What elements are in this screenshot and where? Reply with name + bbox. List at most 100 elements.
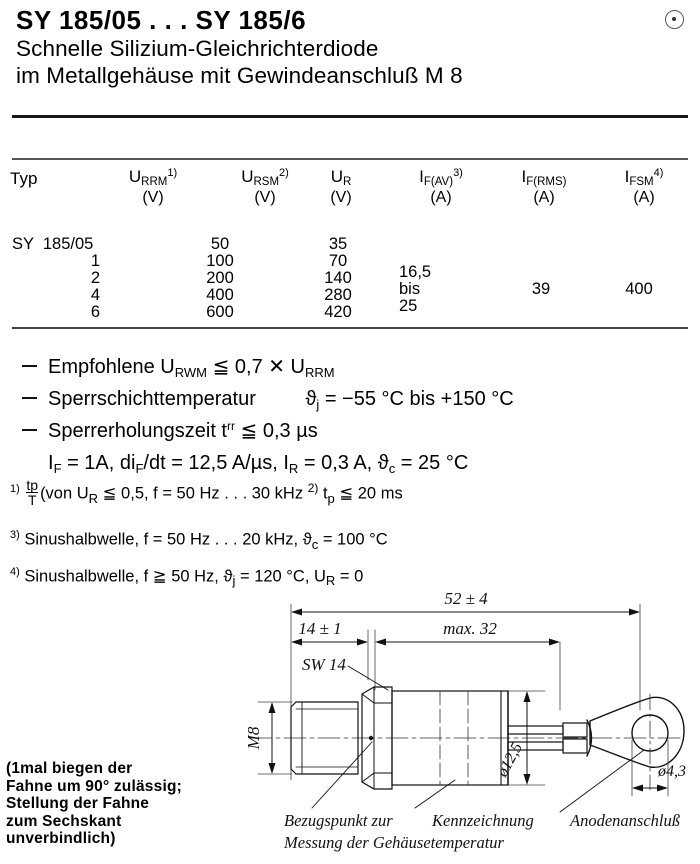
header-subscript: F(AV) (423, 176, 454, 188)
dimension-line-total (291, 608, 640, 616)
footnote-4: 4) Sinushalbwelle, f ≧ 50 Hz, ϑj = 120 °… (10, 565, 364, 589)
header-symbol: I (624, 167, 630, 186)
dimension-line-body (375, 638, 560, 646)
bullet-row-test-conditions: IF = 1A, diF/dt = 12,5 A/µs, IR = 0,3 A,… (48, 452, 469, 476)
page-title: SY 185/05 . . . SY 185/6 (16, 5, 307, 35)
label-hole-diameter: ø4,3 (657, 763, 686, 780)
table-cell: 100 (206, 252, 234, 270)
rule-above-table (12, 115, 688, 118)
table-header-urrm: URRM1) (V) (110, 167, 196, 207)
footnotes-block: 1) tp T (von UR ≦ 0,5, f = 50 Hz . . . 3… (10, 477, 680, 599)
bullet-value: ϑj = −55 °C bis +150 °C (305, 388, 514, 412)
mechanical-drawing: 52 ± 4 14 ± 1 max. 32 SW 14 (0, 590, 700, 864)
bending-note: (1mal biegen der Fahne um 90° zulässig; … (6, 760, 182, 847)
table-cell: 50 (210, 235, 230, 253)
table-cell: 280 (324, 286, 352, 304)
table-row: 4 (90, 286, 100, 304)
caption-reference-point-line2: Messung der Gehäusetemperatur (283, 833, 505, 852)
table-cell: 400 (206, 286, 234, 304)
footnote-3: 3) Sinushalbwelle, f = 50 Hz . . . 20 kH… (10, 529, 388, 552)
table-cell-ifsm: 400 (625, 280, 653, 298)
header-symbol: I (419, 167, 424, 186)
bullet-row-reverse-recovery-time: Sperrerholungszeit trr ≦ 0,3 µs (22, 416, 682, 448)
leader-line-marking (414, 779, 456, 809)
leader-line-reference-point (311, 741, 373, 809)
table-row: SY 185/05 (12, 235, 94, 253)
table-cell: bis (399, 280, 421, 298)
header-symbol: U (330, 167, 343, 186)
header-unit: (V) (254, 188, 276, 206)
dash-icon (22, 397, 37, 399)
caption-marking: Kennzeichnung (431, 811, 534, 830)
header-subscript: R (342, 176, 352, 188)
bullet-text: Empfohlene URWM ≦ 0,7 ✕ URRM (48, 356, 335, 380)
fraction-tp-over-T: tp T (26, 477, 39, 509)
header-unit: (V) (330, 188, 352, 206)
dimension-line-hole-dia (632, 784, 668, 792)
header-symbol: U (128, 167, 142, 186)
table-column-ifav-values: 16,5 bis 25 (399, 264, 431, 315)
dimension-line-body-dia (523, 691, 531, 785)
subtitle-line-1: Schnelle Silizium-Gleichrichterdiode (16, 36, 379, 62)
footnote-marker: 4) (10, 565, 20, 578)
dash-icon (22, 365, 37, 367)
header-subscript: RRM (141, 176, 168, 188)
table-header-ursm: URSM2) (V) (222, 167, 308, 207)
table-cell: 200 (206, 269, 234, 287)
dash-icon (22, 429, 37, 431)
leader-line-hex (347, 665, 389, 691)
table-cell-ifrms: 39 (531, 280, 551, 298)
thread-stud (290, 701, 359, 775)
header-subscript: FSM (629, 176, 654, 188)
table-header-ur: UR (V) (316, 168, 366, 207)
footnote-marker: 3) (10, 529, 20, 542)
subtitle-line-2: im Metallgehäuse mit Gewindeanschluß M 8 (16, 63, 463, 89)
bullet-row-recommended-voltage: Empfohlene URWM ≦ 0,7 ✕ URRM (22, 352, 682, 384)
table-cell: 16,5 (399, 263, 432, 281)
dimension-label-thread: 14 ± 1 (298, 619, 341, 638)
table-header-ifsm: IFSM4) (A) (604, 167, 684, 207)
header-symbol: Typ (10, 169, 38, 188)
footnote-marker: 1) (10, 483, 20, 495)
table-header-typ: Typ (10, 170, 37, 188)
header-unit: (A) (533, 188, 555, 206)
table-cell: 600 (206, 303, 234, 321)
dimension-label-total: 52 ± 4 (444, 590, 488, 608)
table-cell: 70 (328, 252, 348, 270)
leader-line-anode (559, 749, 645, 813)
bullet-label: Sperrschichttemperatur (48, 388, 256, 410)
label-thread-size: M8 (244, 726, 263, 750)
table-column-ur-values: 35 70 140 280 420 (314, 236, 362, 321)
footnote-1: 1) tp T (von UR ≦ 0,5, f = 50 Hz . . . 3… (10, 477, 403, 509)
bullet-row-junction-temperature: Sperrschichttemperatur ϑj = −55 °C bis +… (22, 384, 682, 416)
dimension-label-body: max. 32 (443, 619, 497, 638)
header-footnote-ref: 3) (453, 167, 463, 179)
table-cell: 140 (324, 269, 352, 287)
table-row: 1 (90, 252, 100, 270)
specification-bullets: Empfohlene URWM ≦ 0,7 ✕ URRM Sperrschich… (22, 352, 682, 480)
table-header-ifrms: IF(RMS) (A) (502, 168, 586, 207)
table-column-typ: SY 185/05 1 2 4 6 (12, 236, 100, 321)
bullet-text: Sperrerholungszeit trr ≦ 0,3 µs (48, 419, 318, 442)
header-unit: (A) (633, 188, 655, 206)
table-row: 6 (90, 303, 100, 321)
header-subscript: F(RMS) (526, 176, 567, 188)
header-footnote-ref: 1) (167, 167, 178, 179)
header-unit: (A) (430, 188, 452, 206)
table-column-ursm-values: 50 100 200 400 600 (196, 236, 244, 321)
caption-reference-point-line1: Bezugspunkt zur (284, 811, 393, 830)
dimension-line-thread-dia (268, 702, 276, 774)
hex-nut (361, 686, 393, 790)
table-cell: 25 (399, 297, 418, 315)
registration-dot-icon (665, 10, 684, 29)
table-row: 2 (90, 269, 100, 287)
caption-anode: Anodenanschluß (569, 811, 680, 830)
label-body-diameter: ø12,5 (494, 740, 526, 781)
table-header-ifav: IF(AV)3) (A) (395, 167, 487, 207)
header-subscript: RSM (253, 176, 280, 188)
lead-tang (507, 719, 593, 757)
header-symbol: I (521, 167, 527, 186)
header-footnote-ref: 4) (653, 167, 664, 179)
header-footnote-ref: 2) (279, 167, 289, 179)
table-cell: 35 (328, 235, 348, 253)
